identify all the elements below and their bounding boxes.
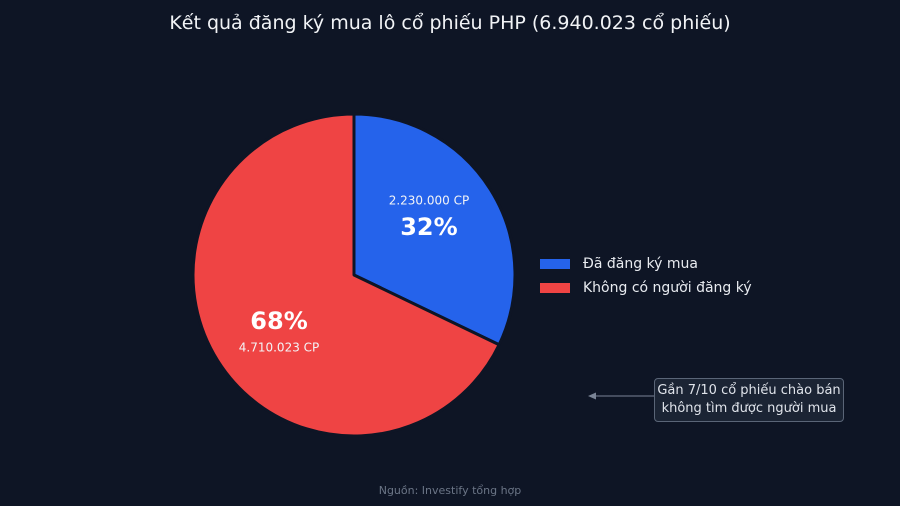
pie-slices bbox=[191, 112, 517, 438]
legend-swatch-unregistered bbox=[540, 283, 570, 293]
annotation-line-1: Gần 7/10 cổ phiếu chào bán bbox=[657, 383, 841, 398]
legend-label-registered: Đã đăng ký mua bbox=[583, 256, 698, 272]
value-label-registered: 2.230.000 CP bbox=[389, 193, 470, 207]
pie-slice-registered bbox=[352, 112, 517, 347]
annotation-arrow-head bbox=[588, 392, 596, 400]
legend-item-registered: Đã đăng ký mua bbox=[540, 252, 752, 276]
value-label-unregistered: 4.710.023 CP bbox=[239, 341, 320, 355]
legend: Đã đăng ký mua Không có người đăng ký bbox=[540, 252, 752, 300]
pie-labels: 32% 2.230.000 CP 68% 4.710.023 CP bbox=[239, 193, 469, 354]
percent-label-unregistered: 68% bbox=[250, 307, 307, 335]
legend-swatch-registered bbox=[540, 259, 570, 269]
legend-label-unregistered: Không có người đăng ký bbox=[583, 280, 752, 296]
annotation-box: Gần 7/10 cổ phiếu chào bán không tìm đượ… bbox=[654, 378, 844, 422]
percent-label-registered: 32% bbox=[400, 213, 457, 241]
legend-item-unregistered: Không có người đăng ký bbox=[540, 276, 752, 300]
pie-slice-unregistered bbox=[191, 112, 501, 438]
source-note: Nguồn: Investify tổng hợp bbox=[378, 484, 522, 497]
annotation-line-2: không tìm được người mua bbox=[661, 401, 837, 416]
chart-title: Kết quả đăng ký mua lô cổ phiếu PHP (6.9… bbox=[169, 12, 731, 34]
